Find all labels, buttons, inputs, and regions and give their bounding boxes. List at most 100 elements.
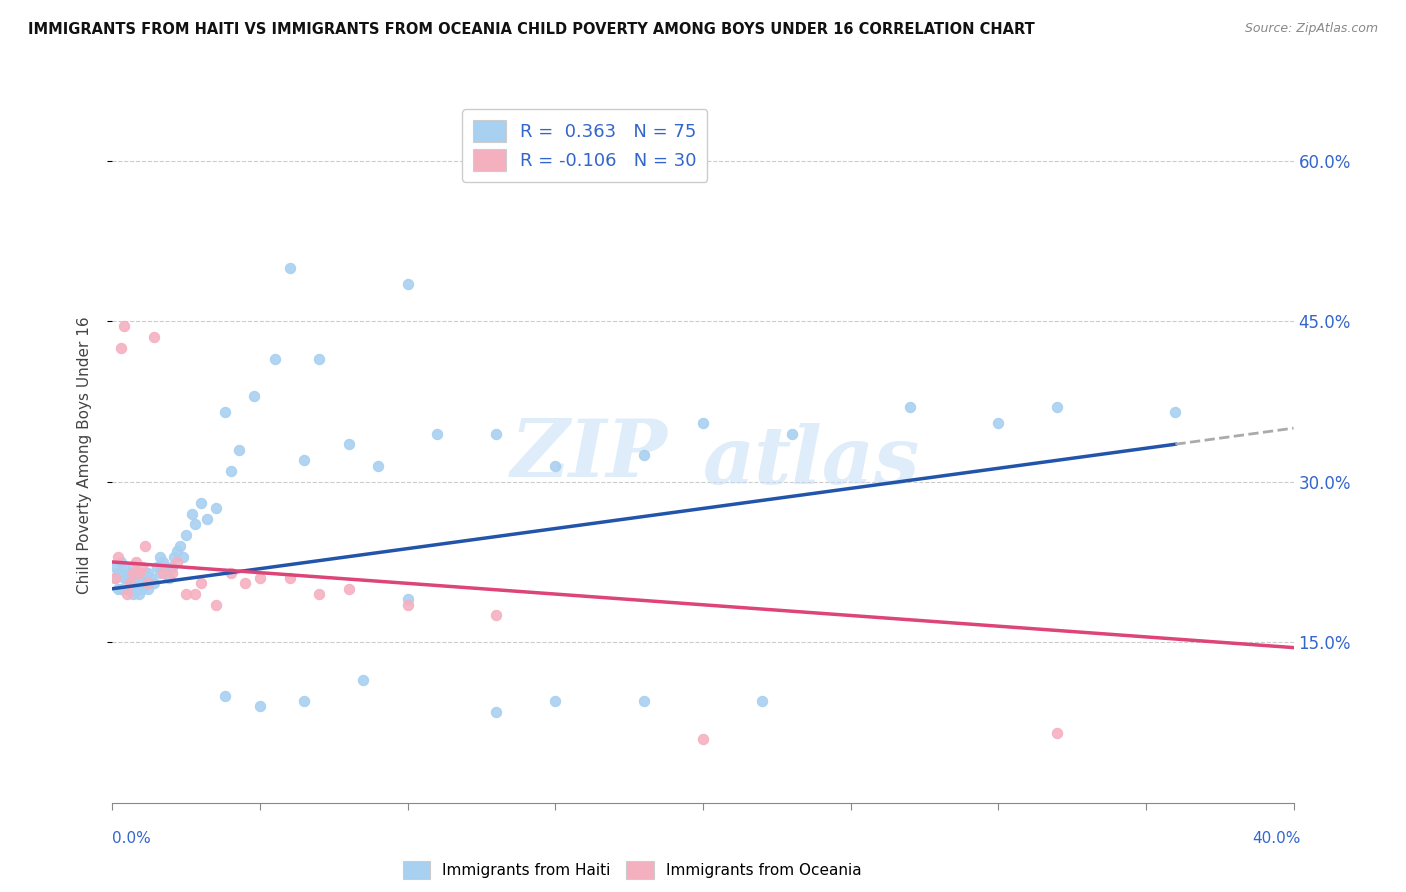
Point [117, 587, 138, 601]
Point [195, 512, 218, 526]
Point [110, 555, 132, 569]
Point [249, 571, 271, 585]
Point [104, 571, 127, 585]
Point [128, 566, 150, 580]
Point [134, 566, 156, 580]
Text: Source: ZipAtlas.com: Source: ZipAtlas.com [1244, 22, 1378, 36]
Text: 40.0%: 40.0% [1253, 831, 1301, 846]
Point [117, 571, 138, 585]
Point [139, 571, 162, 585]
Point [1046, 400, 1069, 414]
Point [112, 319, 135, 334]
Point [117, 582, 138, 596]
Point [136, 582, 159, 596]
Point [249, 699, 271, 714]
Point [110, 566, 132, 580]
Point [128, 587, 150, 601]
Point [160, 560, 183, 574]
Point [396, 277, 419, 291]
Point [107, 549, 129, 564]
Point [352, 673, 374, 687]
Point [134, 576, 156, 591]
Point [485, 705, 508, 719]
Point [233, 576, 256, 591]
Point [292, 453, 315, 467]
Point [120, 576, 142, 591]
Point [149, 549, 172, 564]
Point [125, 571, 148, 585]
Point [228, 442, 250, 457]
Point [174, 528, 197, 542]
Point [155, 560, 177, 574]
Point [219, 566, 242, 580]
Point [131, 560, 153, 574]
Point [205, 501, 228, 516]
Text: 0.0%: 0.0% [112, 831, 152, 846]
Point [122, 566, 145, 580]
Point [142, 576, 165, 591]
Point [152, 566, 174, 580]
Point [205, 598, 228, 612]
Point [544, 694, 567, 708]
Text: atlas: atlas [703, 423, 921, 500]
Point [1046, 726, 1069, 740]
Point [134, 539, 156, 553]
Text: IMMIGRANTS FROM HAITI VS IMMIGRANTS FROM OCEANIA CHILD POVERTY AMONG BOYS UNDER : IMMIGRANTS FROM HAITI VS IMMIGRANTS FROM… [28, 22, 1035, 37]
Point [190, 576, 212, 591]
Point [160, 566, 183, 580]
Legend: Immigrants from Haiti, Immigrants from Oceania: Immigrants from Haiti, Immigrants from O… [396, 855, 868, 886]
Point [243, 389, 266, 403]
Point [110, 341, 132, 355]
Point [190, 496, 212, 510]
Point [544, 458, 567, 473]
Point [308, 587, 330, 601]
Point [125, 582, 148, 596]
Point [112, 571, 135, 585]
Point [110, 582, 132, 596]
Point [169, 539, 191, 553]
Point [104, 571, 127, 585]
Point [107, 566, 129, 580]
Point [136, 566, 159, 580]
Point [367, 458, 389, 473]
Point [166, 544, 188, 558]
Point [120, 576, 142, 591]
Point [692, 416, 714, 430]
Point [214, 405, 236, 419]
Point [184, 517, 207, 532]
Point [485, 608, 508, 623]
Point [264, 351, 287, 366]
Point [396, 592, 419, 607]
Point [1164, 405, 1187, 419]
Point [120, 566, 142, 580]
Point [633, 694, 655, 708]
Point [112, 560, 135, 574]
Point [780, 426, 803, 441]
Point [128, 566, 150, 580]
Point [104, 560, 127, 574]
Point [166, 555, 188, 569]
Point [136, 576, 159, 591]
Point [174, 587, 197, 601]
Point [142, 330, 165, 344]
Point [292, 694, 315, 708]
Point [633, 448, 655, 462]
Point [692, 731, 714, 746]
Y-axis label: Child Poverty Among Boys Under 16: Child Poverty Among Boys Under 16 [77, 316, 91, 594]
Point [122, 560, 145, 574]
Point [278, 571, 301, 585]
Point [131, 571, 153, 585]
Point [131, 582, 153, 596]
Point [214, 689, 236, 703]
Point [184, 587, 207, 601]
Point [149, 566, 172, 580]
Point [163, 549, 186, 564]
Point [152, 555, 174, 569]
Point [125, 555, 148, 569]
Point [122, 576, 145, 591]
Point [396, 598, 419, 612]
Point [122, 587, 145, 601]
Point [219, 464, 242, 478]
Point [337, 582, 360, 596]
Point [485, 426, 508, 441]
